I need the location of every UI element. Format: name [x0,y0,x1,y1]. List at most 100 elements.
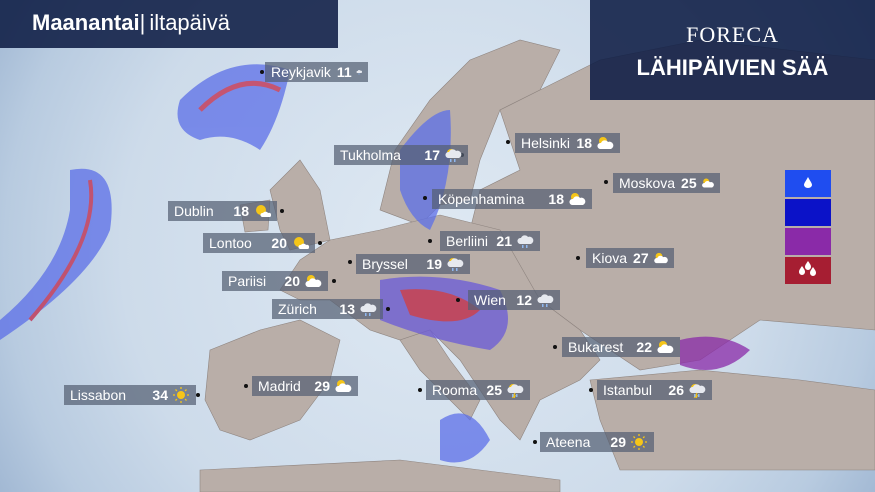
city-label[interactable]: Moskova 25 [613,173,720,193]
partly-cloudy-icon [305,275,322,287]
partly-cloudy-icon [569,193,586,205]
city-name: Lontoo [209,235,252,251]
city-temperature: 18 [548,191,564,207]
city-name: Pariisi [228,273,267,289]
city-name: Wien [474,292,506,308]
sun-icon [631,434,647,450]
mostly-sunny-icon [256,205,271,217]
city-marker [506,140,510,144]
city-name: Bukarest [568,339,624,355]
city-label[interactable]: Istanbul 26 [597,380,712,400]
title-panel: Maanantai| iltapäivä [0,0,338,48]
city-temperature: 19 [426,256,442,272]
city-label[interactable]: Zürich 13 [272,299,383,319]
thunder-shower-icon [689,384,706,398]
city-label[interactable]: Bryssel 19 [356,254,470,274]
city-temperature: 18 [576,135,592,151]
shower-icon [445,149,462,162]
city-name: Köpenhamina [438,191,525,207]
city-label[interactable]: Berliini 21 [440,231,540,251]
city-name: Lissabon [70,387,127,403]
city-label[interactable]: Lissabon 34 [64,385,196,405]
city-name: Reykjavik [271,64,331,80]
city-temperature: 12 [516,292,532,308]
city-name: Helsinki [521,135,571,151]
city-marker [553,345,557,349]
city-temperature: 22 [636,339,652,355]
city-label[interactable]: Wien 12 [468,290,560,310]
legend-swatch [785,170,831,197]
city-marker [604,180,608,184]
city-label[interactable]: Rooma 25 [426,380,530,400]
legend-swatch [785,199,831,226]
city-name: Berliini [446,233,489,249]
rain-icon [517,235,534,248]
city-temperature: 25 [681,175,697,191]
thunder-shower-icon [507,384,524,398]
city-temperature: 25 [486,382,502,398]
day-label: Maanantai [32,10,140,35]
city-name: Ateena [546,434,591,450]
headline: LÄHIPÄIVIEN SÄÄ [636,55,829,80]
city-marker [589,388,593,392]
city-name: Zürich [278,301,317,317]
city-marker [348,260,352,264]
shower-icon [447,258,464,271]
city-label[interactable]: Kiova 27 [586,248,674,268]
city-name: Moskova [619,175,676,191]
city-label[interactable]: Pariisi 20 [222,271,328,291]
land-britain [269,159,331,251]
city-marker [386,307,390,311]
city-label[interactable]: Köpenhamina 18 [432,189,592,209]
city-temperature: 34 [152,387,168,403]
rain-icon [356,70,362,75]
city-label[interactable]: Lontoo 20 [203,233,315,253]
mostly-sunny-icon [294,237,309,249]
city-name: Bryssel [362,256,408,272]
city-temperature: 17 [424,147,440,163]
city-temperature: 27 [633,250,649,266]
city-label[interactable]: Tukholma 17 [334,145,468,165]
partly-cloudy-icon [653,252,668,264]
sun-icon [173,387,189,403]
city-temperature: 13 [339,301,355,317]
separator: | [139,10,146,35]
city-label[interactable]: Madrid 29 [252,376,358,396]
city-temperature: 11 [336,64,352,80]
city-marker [418,388,422,392]
legend-swatch [785,257,831,284]
city-temperature: 29 [610,434,626,450]
city-temperature: 21 [496,233,512,249]
city-label[interactable]: Helsinki 18 [515,133,620,153]
precipitation-legend [785,170,831,286]
foreca-logo: FORECA [686,22,779,47]
city-name: Kiova [592,250,628,266]
city-name: Istanbul [603,382,653,398]
city-marker [456,298,460,302]
city-marker [280,209,284,213]
partly-cloudy-icon [657,341,674,353]
partly-cloudy-icon [335,380,352,392]
city-marker [428,239,432,243]
rain-icon [360,303,377,316]
city-temperature: 20 [284,273,300,289]
city-name: Rooma [432,382,478,398]
city-marker [576,256,580,260]
city-name: Dublin [174,203,214,219]
legend-swatch [785,228,831,255]
heavy-rain-icon [798,261,818,280]
partly-cloudy-icon [597,137,614,149]
land-north-africa [199,459,561,492]
city-label[interactable]: Reykjavik 11 [265,62,368,82]
city-temperature: 20 [271,235,287,251]
city-name: Madrid [258,378,301,394]
city-label[interactable]: Ateena 29 [540,432,654,452]
city-marker [244,384,248,388]
partly-cloudy-icon [701,178,714,188]
city-marker [332,279,336,283]
drop-icon [804,176,812,191]
city-temperature: 18 [233,203,249,219]
city-label[interactable]: Bukarest 22 [562,337,680,357]
city-label[interactable]: Dublin 18 [168,201,277,221]
city-temperature: 26 [668,382,684,398]
